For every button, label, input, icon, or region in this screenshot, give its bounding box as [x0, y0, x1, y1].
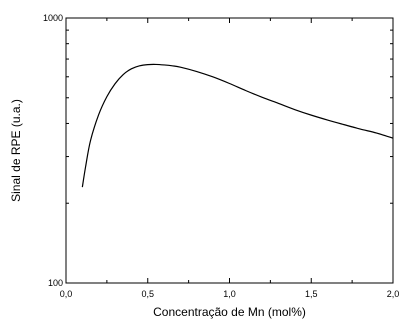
y-tick-label: 1000	[43, 13, 63, 23]
x-tick-label: 2,0	[387, 289, 399, 299]
x-tick-label: 0,5	[141, 289, 154, 299]
x-axis-label: Concentração de Mn (mol%)	[153, 305, 306, 319]
y-axis-label: Sinal de RPE (u.a.)	[9, 99, 23, 202]
x-axis-ticks: 0,0 0,5 1,0 1,5 2,0	[60, 18, 399, 299]
series-line	[81, 63, 394, 188]
plot-frame	[65, 17, 394, 284]
x-tick-label: 0,0	[60, 289, 73, 299]
y-tick-label: 100	[48, 278, 63, 288]
x-tick-label: 1,5	[305, 289, 318, 299]
x-tick-label: 1,0	[223, 289, 236, 299]
y-axis-ticks: 100 1000	[43, 13, 393, 288]
